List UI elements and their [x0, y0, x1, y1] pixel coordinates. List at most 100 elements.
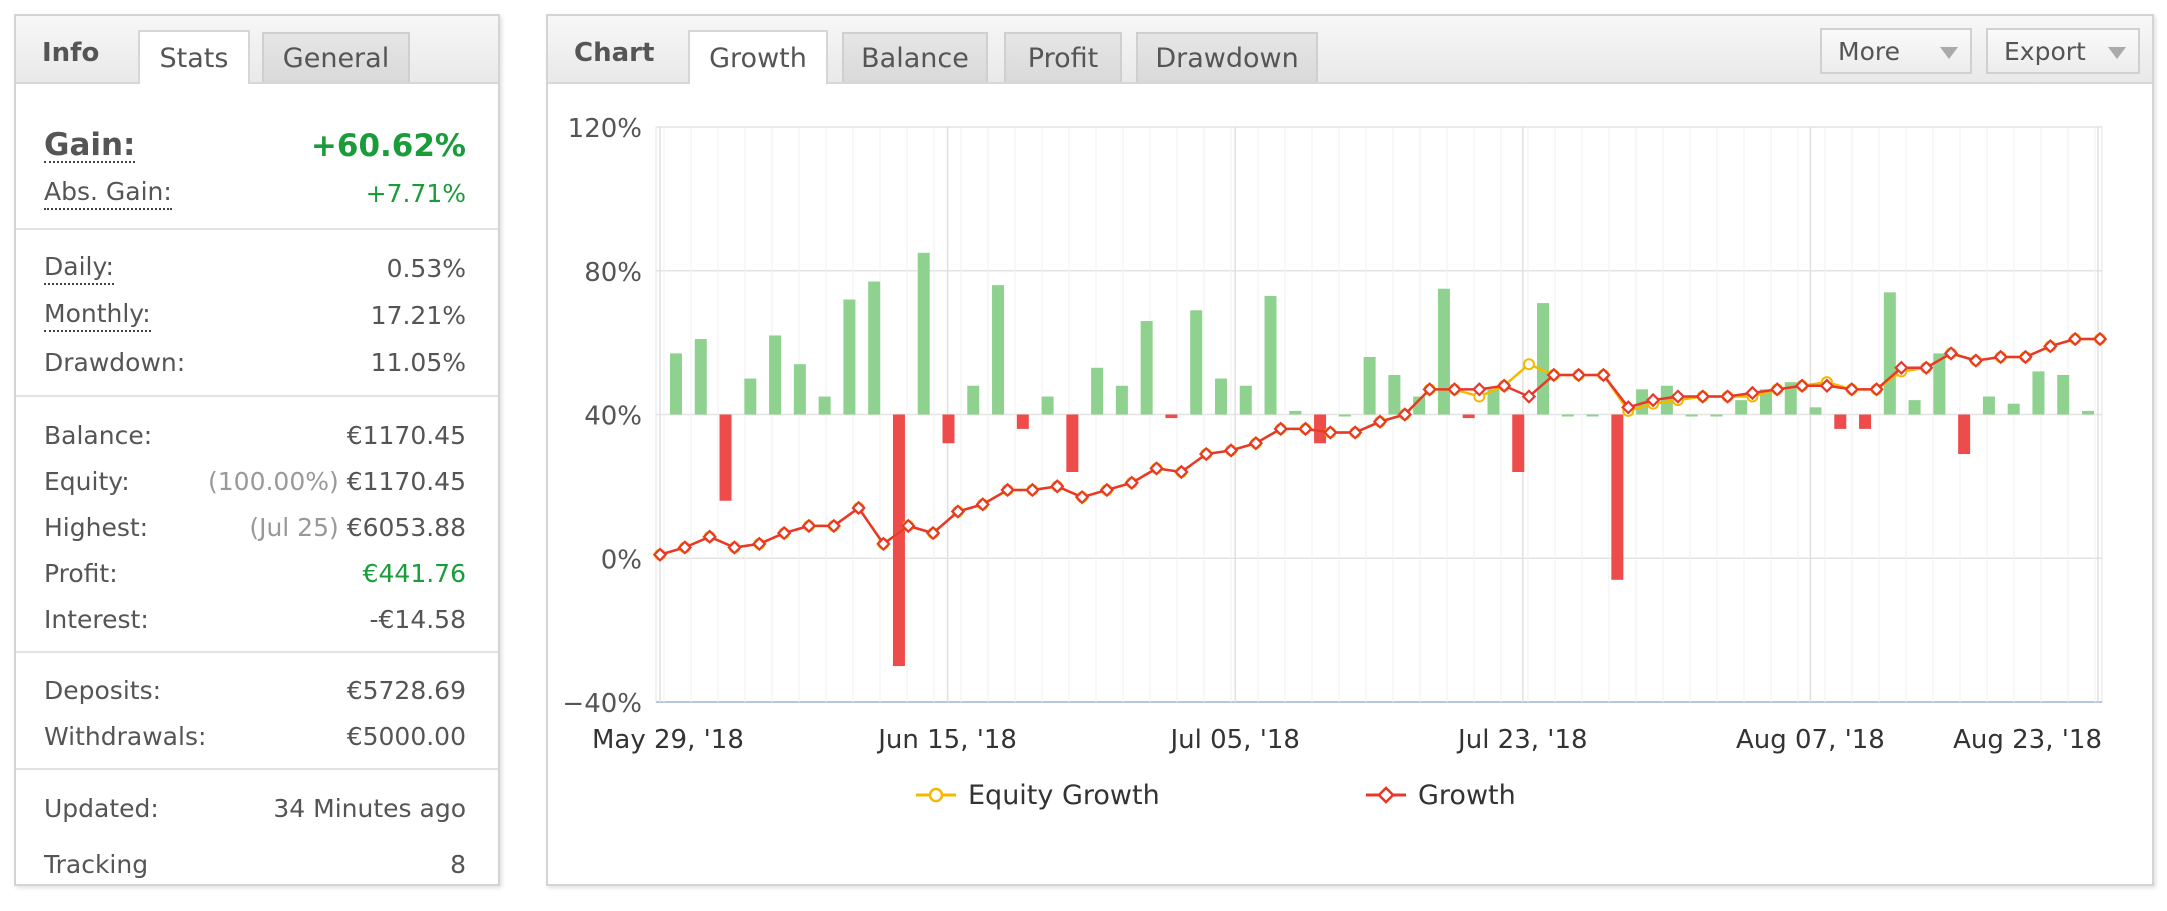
growth-point	[1298, 421, 1313, 437]
abs-gain-value: +7.71%	[365, 178, 466, 208]
more-dropdown[interactable]: More	[1820, 28, 1972, 74]
tab-profit-label: Profit	[1027, 42, 1099, 74]
interest-label: Interest:	[44, 604, 149, 634]
tab-growth[interactable]: Growth	[688, 30, 828, 84]
gain-bar	[1214, 378, 1227, 415]
gain-bar	[992, 285, 1005, 415]
drawdown-value: 11.05%	[370, 347, 466, 377]
gain-bar	[2082, 410, 2094, 415]
legend-growth[interactable]: Growth	[1366, 778, 1516, 812]
x-tick-label: Jul 05, '18	[1168, 725, 1299, 755]
tab-general-label: General	[282, 42, 390, 74]
growth-point	[1720, 389, 1735, 404]
tracking-value: 8	[450, 849, 466, 879]
gain-bar	[1140, 321, 1153, 415]
interest-row: Interest: -€14.58	[44, 599, 466, 639]
growth-point	[652, 547, 668, 562]
loss-bar	[1462, 414, 1475, 419]
tracking-row: Tracking 8	[44, 844, 466, 884]
export-dropdown[interactable]: Export	[1986, 28, 2140, 74]
loss-bar	[1834, 414, 1847, 429]
tab-drawdown[interactable]: Drawdown	[1136, 32, 1318, 82]
tab-stats[interactable]: Stats	[138, 30, 250, 84]
gain-bar	[1115, 385, 1128, 415]
growth-point	[801, 518, 817, 534]
gain-bar	[694, 339, 707, 415]
loss-bar	[1314, 414, 1327, 444]
abs-gain-label[interactable]: Abs. Gain:	[44, 176, 172, 210]
growth-point	[1099, 482, 1115, 498]
growth-point	[1968, 353, 1984, 368]
growth-point	[1472, 382, 1487, 397]
growth-point	[1323, 425, 1338, 440]
y-tick-label: 80%	[584, 258, 642, 288]
growth-point	[2092, 331, 2108, 347]
divider	[16, 651, 498, 653]
gain-bar	[1338, 414, 1351, 417]
growth-point	[1248, 436, 1264, 451]
growth-point	[1223, 443, 1239, 458]
updated-value: 34 Minutes ago	[273, 793, 466, 823]
info-panel: Info Stats General Gain: +60.62% Abs. Ga…	[14, 14, 500, 886]
growth-point	[925, 525, 941, 541]
monthly-label[interactable]: Monthly:	[44, 298, 151, 332]
drawdown-label: Drawdown:	[44, 347, 186, 377]
highest-value: €6053.88	[346, 512, 466, 542]
tab-drawdown-label: Drawdown	[1155, 42, 1299, 74]
loss-bar	[1066, 414, 1079, 472]
growth-point	[1546, 367, 1562, 383]
equity-label: Equity:	[44, 466, 130, 496]
x-tick-label: Aug 07, '18	[1736, 725, 1885, 755]
updated-row: Updated: 34 Minutes ago	[44, 788, 466, 828]
growth-point	[1347, 425, 1363, 440]
deposits-value: €5728.69	[346, 675, 466, 705]
gain-bar	[1685, 414, 1698, 417]
gain-bar	[1759, 389, 1772, 415]
growth-point	[1918, 360, 1934, 375]
growth-point	[2018, 349, 2033, 365]
growth-point	[1571, 367, 1586, 383]
growth-point	[901, 518, 916, 534]
growth-point	[752, 536, 767, 552]
growth-point	[727, 540, 742, 555]
legend-equity-growth[interactable]: Equity Growth	[916, 778, 1160, 812]
withdrawals-label: Withdrawals:	[44, 721, 207, 751]
tracking-label: Tracking	[44, 849, 149, 879]
gain-bar	[1363, 357, 1376, 415]
loss-bar	[1512, 414, 1525, 472]
chart-panel-title: Chart	[574, 38, 655, 68]
growth-point	[1198, 446, 1214, 462]
tab-balance[interactable]: Balance	[842, 32, 988, 82]
growth-point	[702, 529, 717, 544]
equity-value: €1170.45	[346, 466, 466, 496]
gain-bar	[1982, 396, 1995, 415]
daily-label[interactable]: Daily:	[44, 251, 114, 285]
info-panel-header: Info Stats General	[16, 16, 498, 84]
growth-chart[interactable]: 120% 80% 40% 0% −40% May 29, '18 Jun 15, '18 Ju…	[548, 82, 2152, 772]
balance-value: €1170.45	[346, 420, 466, 450]
gain-label[interactable]: Gain:	[44, 127, 136, 163]
gain-bar	[1289, 410, 1302, 415]
tab-general[interactable]: General	[262, 32, 410, 82]
profit-value: €441.76	[362, 558, 466, 588]
growth-point	[1025, 482, 1040, 498]
withdrawals-row: Withdrawals: €5000.00	[44, 716, 466, 756]
growth-point	[1844, 382, 1859, 397]
gain-row: Gain: +60.62%	[44, 126, 466, 166]
loss-bar	[719, 414, 732, 501]
tab-profit[interactable]: Profit	[1004, 32, 1122, 82]
growth-point	[1273, 421, 1288, 437]
growth-point	[1050, 479, 1065, 494]
export-label: Export	[2004, 36, 2086, 66]
gain-bar	[2032, 371, 2045, 415]
growth-point	[1645, 392, 1661, 408]
chart-panel-header: Chart Growth Balance Profit Drawdown Mor…	[548, 16, 2152, 84]
growth-point	[1000, 482, 1015, 498]
loss-bar	[892, 414, 905, 667]
growth-point	[826, 518, 842, 534]
growth-legend-icon	[1366, 786, 1406, 804]
gain-bar	[1710, 414, 1723, 417]
chevron-down-icon	[1940, 47, 1958, 59]
gain-bar	[868, 281, 881, 415]
gain-bar	[2007, 403, 2020, 415]
